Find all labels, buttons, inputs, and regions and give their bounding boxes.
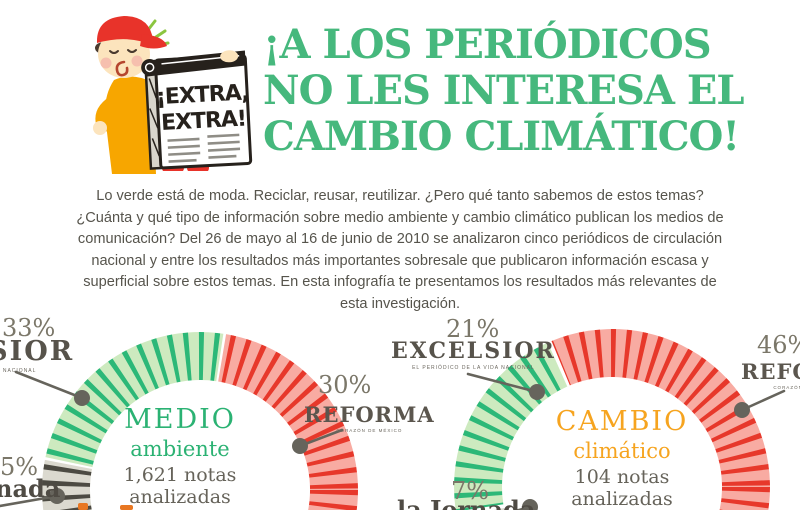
left-excelsior-logo: EXCELSIOR EL PERIÓDICO DE LA VIDA NACION… — [0, 336, 74, 374]
excelsior-tagline: EL PERIÓDICO DE LA VIDA NACIONAL — [412, 365, 535, 371]
page-title: ¡A LOS PERIÓDICOS NO LES INTERESA EL CAM… — [263, 22, 753, 160]
newsboy-head — [95, 16, 167, 78]
left-jornada-logo: la Jornada — [0, 474, 60, 503]
donut0-slice-stripes — [45, 332, 224, 468]
donut-left-center-label: MEDIO ambiente 1,621 notas analizadas — [70, 404, 290, 508]
newsboy-hand — [220, 50, 239, 63]
newspaper-graphic: ¡EXTRA, EXTRA! — [141, 50, 253, 170]
right-reforma-logo: REFORMA CORAZÓN DE MÉXICO — [741, 359, 800, 390]
newsboy-illustration: ¡EXTRA, EXTRA! — [93, 16, 253, 174]
left-excelsior-pct: 33% — [2, 314, 56, 342]
red-cap-icon — [96, 16, 154, 46]
callout-connector-line — [466, 372, 539, 394]
right-jornada-logo: la Jornada — [397, 495, 535, 510]
intro-paragraph: Lo verde está de moda. Reciclar, reusar,… — [76, 188, 724, 312]
donut1-slice-La Jornada — [493, 507, 505, 510]
excelsior-tagline: EL PERIÓDICO DE LA VIDA NACIONAL — [0, 368, 37, 374]
left-jornada-pct: 5% — [0, 453, 39, 481]
excelsior-logo-text: EXCELSIOR — [391, 338, 556, 364]
callout-connector-line — [14, 370, 84, 400]
donut0-slice-Excélsior — [45, 332, 224, 468]
excelsior-logo-text: EXCELSIOR — [0, 336, 75, 367]
right-excelsior-pct: 21% — [446, 315, 500, 343]
cropped-orange-fragment — [78, 503, 88, 510]
jornada-logo-text: la Jornada — [0, 474, 61, 503]
right-jornada-pct: 7% — [451, 477, 490, 505]
callout-connector-line — [0, 494, 59, 508]
right-excelsior-logo: EXCELSIOR EL PERIÓDICO DE LA VIDA NACION… — [391, 338, 556, 371]
callout-dot — [49, 488, 65, 504]
callout-dot — [734, 402, 750, 418]
donut-right-total-note: 104 notas analizadas — [571, 466, 673, 510]
callout-dot — [74, 390, 90, 406]
reforma-logo-text: REFORMA — [304, 402, 435, 427]
donut-left-title: MEDIO — [124, 404, 236, 435]
reforma-logo-text: REFORMA — [741, 359, 800, 384]
page-title-line3: CAMBIO CLIMÁTICO! — [263, 113, 740, 160]
whistling-mouth — [115, 60, 129, 77]
page-title-line1: ¡A LOS PERIÓDICOS — [263, 21, 712, 68]
donut1-slice-Reforma — [551, 329, 770, 510]
newspaper-headline-line1: ¡EXTRA, — [155, 80, 249, 110]
donut1-slice-stripes — [551, 329, 770, 510]
left-reforma-pct: 30% — [318, 371, 372, 399]
jornada-logo-text: la Jornada — [397, 495, 536, 510]
donut-right-center-label: CAMBIO climático 104 notas analizadas — [512, 406, 732, 510]
donut-right-title: CAMBIO — [555, 406, 689, 437]
callout-dot — [522, 499, 538, 510]
newspaper-headline-line2: EXTRA! — [160, 107, 246, 136]
newspaper-text-lines — [167, 133, 241, 163]
reforma-tagline: CORAZÓN DE MÉXICO — [336, 428, 403, 433]
donut-left-total-note: 1,621 notas analizadas — [123, 464, 237, 508]
right-reforma-pct: 46% — [757, 331, 800, 359]
callout-dot — [529, 384, 545, 400]
callout-dot — [292, 438, 308, 454]
reforma-tagline: CORAZÓN DE MÉXICO — [773, 385, 800, 390]
page-title-line2: NO LES INTERESA EL — [263, 67, 744, 114]
left-reforma-logo: REFORMA CORAZÓN DE MÉXICO — [304, 402, 435, 433]
cropped-orange-fragment — [120, 505, 133, 510]
donut-right-subtitle: climático — [573, 439, 671, 463]
donut-left-subtitle: ambiente — [130, 437, 230, 461]
